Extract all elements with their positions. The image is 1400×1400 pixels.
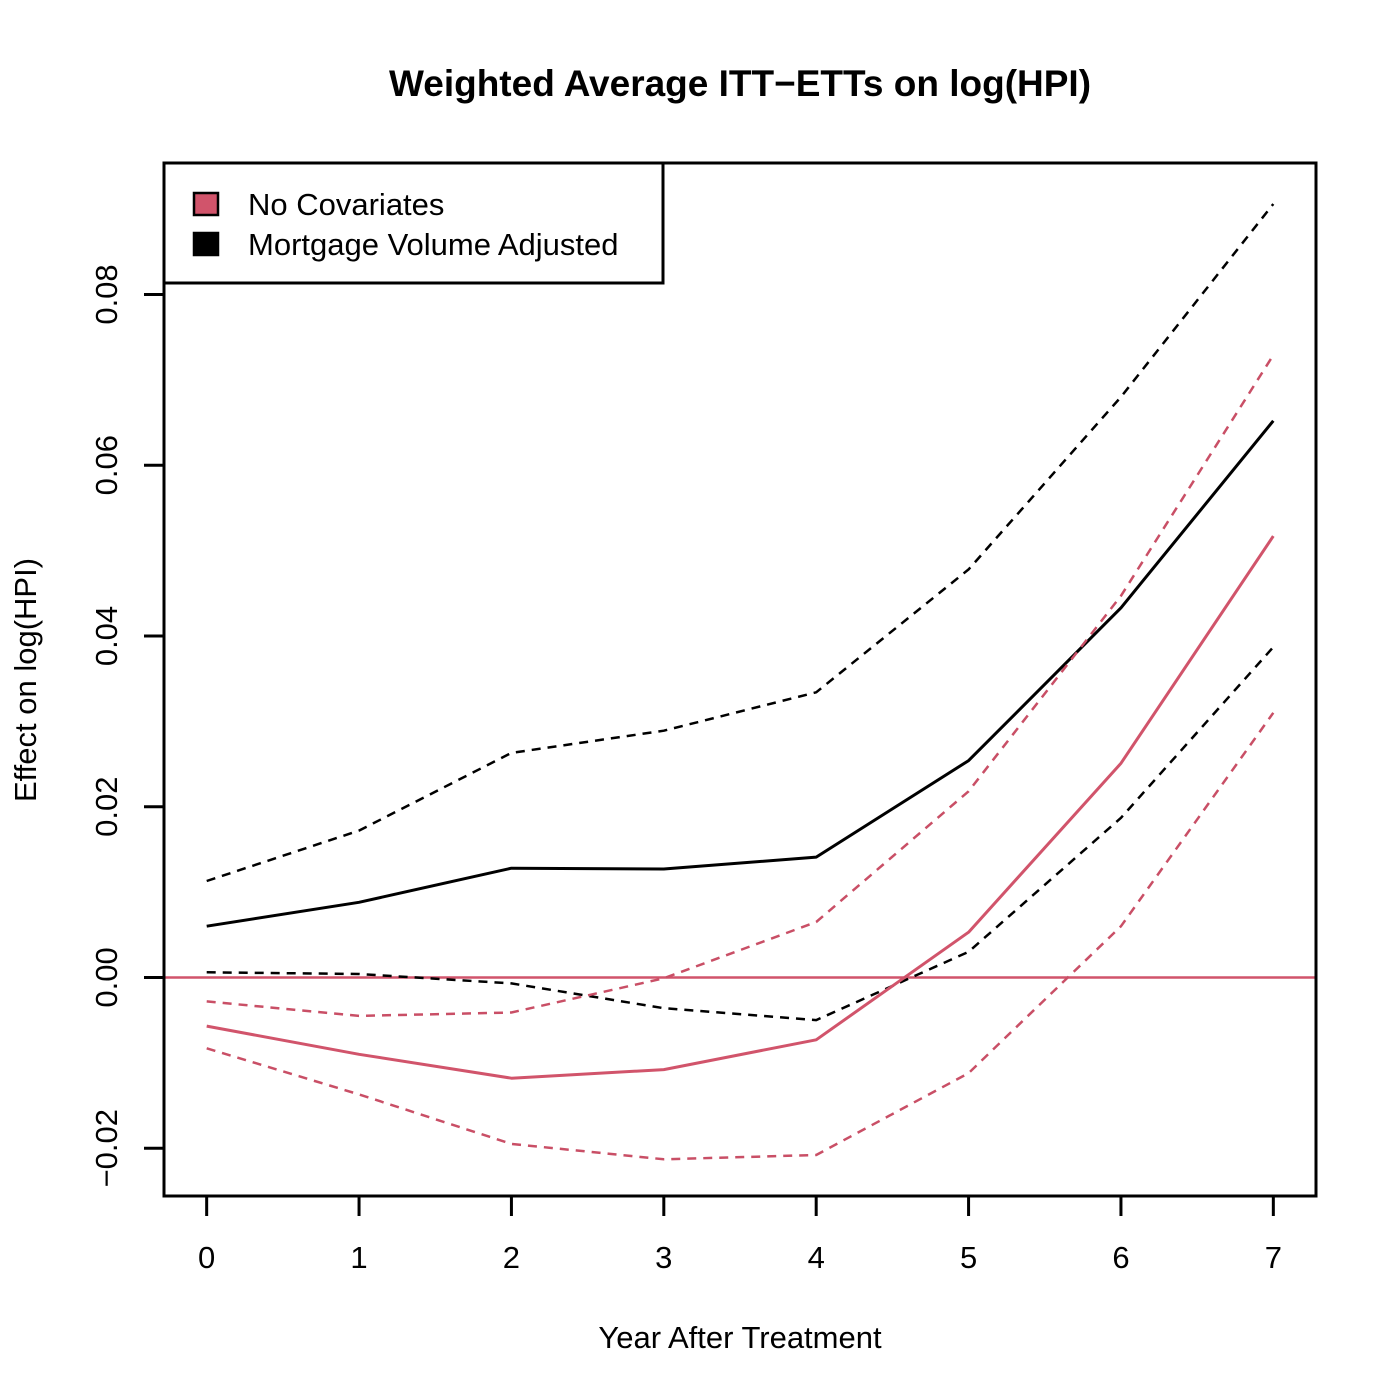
x-axis: 0 1 2 3 4 5 6 7 xyxy=(198,1194,1282,1275)
legend-box xyxy=(162,161,665,285)
series-line-no-covariates-estimate xyxy=(206,535,1275,1080)
x-axis-label: Year After Treatment xyxy=(598,1320,882,1355)
x-tick-label-3: 3 xyxy=(655,1240,672,1275)
y-tick-label-5: 0.08 xyxy=(89,264,124,324)
x-tick-label-1: 1 xyxy=(350,1240,367,1275)
legend-label-no-covariates: No Covariates xyxy=(248,187,444,222)
x-tick-label-6: 6 xyxy=(1112,1240,1129,1275)
chart-title: Weighted Average ITT−ETTs on log(HPI) xyxy=(389,63,1091,104)
x-tick-label-7: 7 xyxy=(1265,1240,1282,1275)
legend-swatch-mortgage-volume-adjusted xyxy=(192,231,220,257)
y-axis: −0.02 0.00 0.02 0.04 0.06 0.08 xyxy=(89,264,166,1187)
x-tick-label-5: 5 xyxy=(960,1240,977,1275)
legend: No Covariates Mortgage Volume Adjusted xyxy=(162,161,665,285)
series-line-no-covariates-lower-ci xyxy=(206,712,1275,1161)
series-line-mortgage-volume-adjusted-estimate xyxy=(206,419,1275,928)
series-line-mortgage-volume-adjusted-lower-ci xyxy=(206,646,1275,1022)
x-tick-label-4: 4 xyxy=(808,1240,825,1275)
series-layer xyxy=(164,203,1316,1161)
x-tick-label-2: 2 xyxy=(503,1240,520,1275)
series-line-mortgage-volume-adjusted-upper-ci xyxy=(206,203,1275,883)
legend-swatch-no-covariates xyxy=(192,191,220,217)
y-tick-label-4: 0.06 xyxy=(89,435,124,495)
y-axis-label: Effect on log(HPI) xyxy=(8,558,43,802)
series-line-no-covariates-upper-ci xyxy=(206,354,1275,1018)
x-tick-label-0: 0 xyxy=(198,1240,215,1275)
y-tick-label-1: 0.00 xyxy=(89,947,124,1007)
legend-label-mortgage-volume-adjusted: Mortgage Volume Adjusted xyxy=(248,227,619,262)
y-tick-label-3: 0.04 xyxy=(89,606,124,666)
y-tick-label-2: 0.02 xyxy=(89,777,124,837)
y-tick-label-0: −0.02 xyxy=(89,1109,124,1187)
